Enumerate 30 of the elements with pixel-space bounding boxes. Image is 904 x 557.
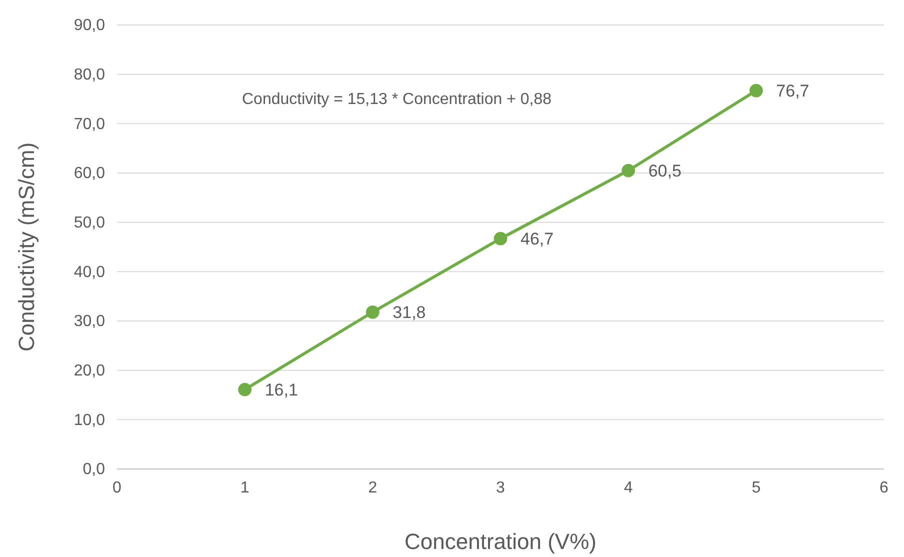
data-label: 46,7 [520,230,554,249]
point [238,382,252,396]
data-label: 76,7 [776,82,810,101]
y-tick-label: 80,0 [74,66,106,84]
y-tick-label: 0,0 [82,461,106,478]
x-tick-label: 6 [880,479,889,496]
y-tick-label: 70,0 [74,116,106,133]
y-tick-label: 30,0 [74,313,106,330]
x-tick-label: 0 [112,479,122,496]
annotation: Conductivity = 15,13 * Concentration + 0,88 [242,91,552,108]
y-tick-label: 20,0 [74,362,106,380]
data-label: 31,8 [392,303,426,322]
y-axis-title: Conductivity (mS/cm) [14,142,39,352]
y-tick-label: 60,0 [74,165,106,182]
x-tick-label: 1 [240,479,250,496]
point [494,232,508,246]
y-tick-label: 40,0 [74,264,106,281]
point [622,164,636,178]
point [749,84,763,98]
x-tick-label: 2 [368,479,378,496]
data-label: 60,5 [648,162,682,181]
x-tick-label: 3 [496,479,506,496]
x-tick-label: 4 [624,479,633,496]
y-tick-label: 10,0 [74,412,106,429]
y-tick-label: 90,0 [74,17,106,34]
point [366,305,380,319]
data-label: 16,1 [264,380,298,400]
y-tick-label: 50,0 [74,214,106,232]
x-tick-label: 5 [752,479,761,496]
x-axis-title: Concentration (V%) [404,529,596,554]
